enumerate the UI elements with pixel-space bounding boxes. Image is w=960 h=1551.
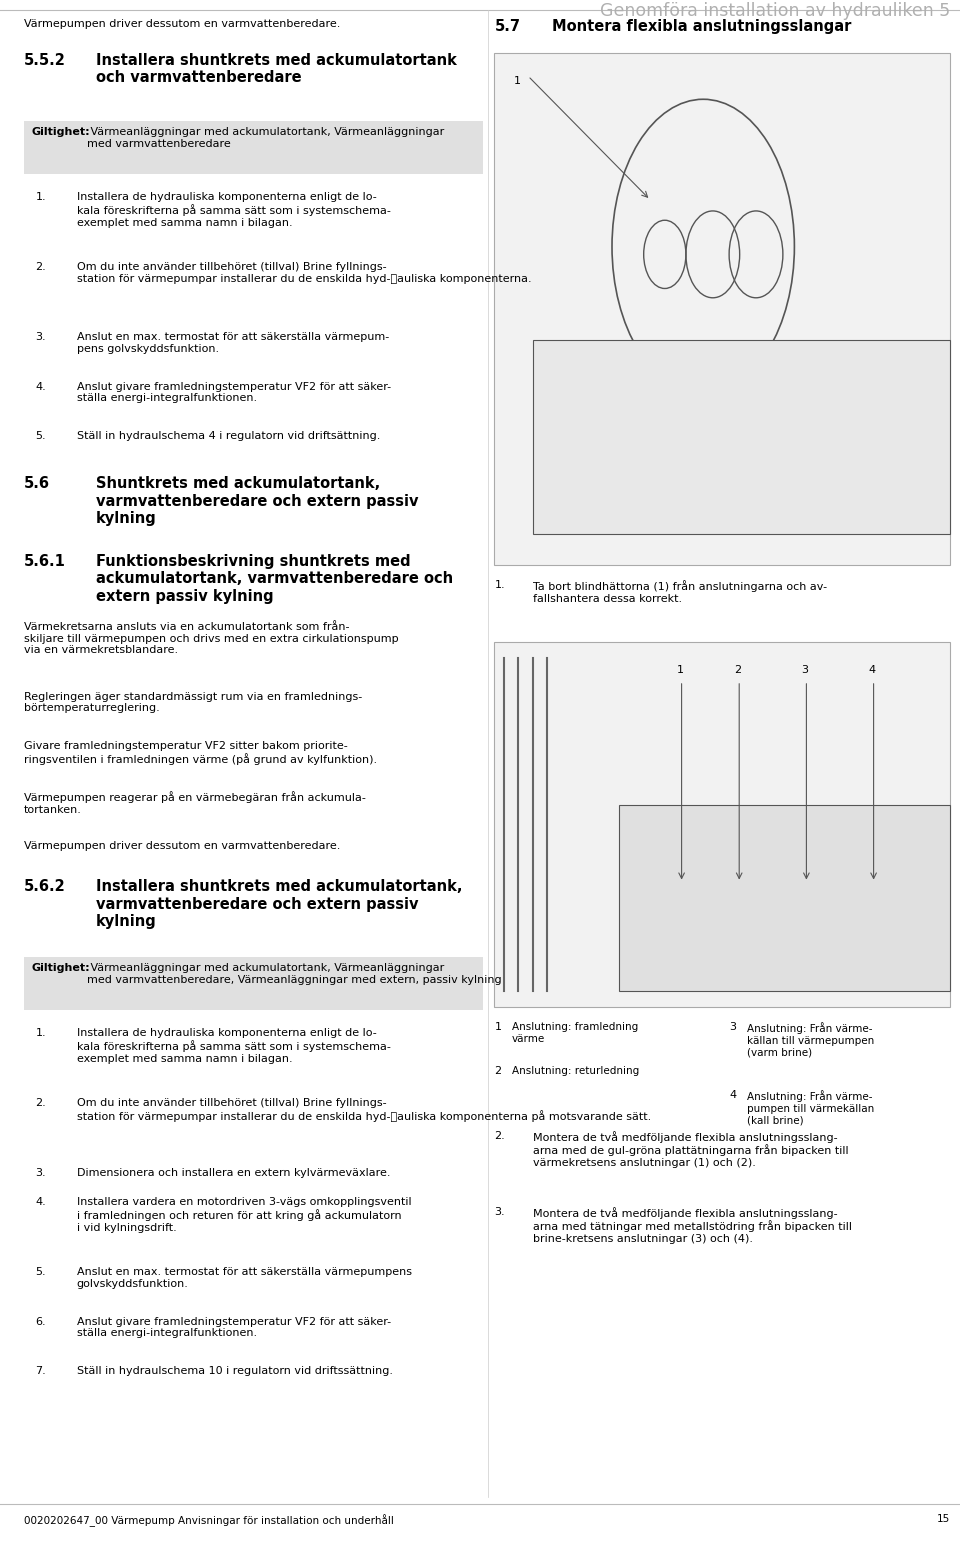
Text: Funktionsbeskrivning shuntkrets med
ackumulatortank, varmvattenberedare och
exte: Funktionsbeskrivning shuntkrets med acku…	[96, 554, 453, 603]
Bar	[533, 340, 950, 534]
Text: Anslutning: Från värme-
källan till värmepumpen
(varm brine): Anslutning: Från värme- källan till värm…	[747, 1022, 875, 1058]
Text: 6.: 6.	[36, 1317, 46, 1326]
Text: Dimensionera och installera en extern kylvärmeväxlare.: Dimensionera och installera en extern ky…	[77, 1168, 391, 1177]
Text: 5.7: 5.7	[494, 19, 520, 34]
Text: Värmeanläggningar med ackumulatortank, Värmeanläggningar
med varmvattenberedare,: Värmeanläggningar med ackumulatortank, V…	[87, 963, 502, 985]
Text: Värmeanläggningar med ackumulatortank, Värmeanläggningar
med varmvattenberedare: Värmeanläggningar med ackumulatortank, V…	[87, 127, 444, 149]
Bar	[24, 957, 483, 1010]
Text: 7.: 7.	[36, 1366, 46, 1376]
Bar	[494, 642, 950, 1007]
Text: Giltighet:: Giltighet:	[32, 963, 90, 972]
Bar	[494, 53, 950, 565]
Text: 3: 3	[730, 1022, 736, 1031]
Text: 1: 1	[514, 76, 520, 85]
Text: Genomföra installation av hydrauliken 5: Genomföra installation av hydrauliken 5	[600, 2, 950, 20]
Text: 1.: 1.	[36, 1028, 46, 1038]
Text: 1.: 1.	[494, 580, 505, 589]
Text: Givare framledningstemperatur VF2 sitter bakom priorite-
ringsventilen i framled: Givare framledningstemperatur VF2 sitter…	[24, 741, 377, 765]
Text: Ta bort blindhättorna (1) från anslutningarna och av-
fallshantera dessa korrekt: Ta bort blindhättorna (1) från anslutnin…	[533, 580, 827, 603]
Text: 0020202647_00 Värmepump Anvisningar för installation och underhåll: 0020202647_00 Värmepump Anvisningar för …	[24, 1514, 394, 1526]
Text: Anslutning: returledning: Anslutning: returledning	[512, 1066, 639, 1075]
Text: Montera flexibla anslutningsslangar: Montera flexibla anslutningsslangar	[552, 19, 852, 34]
Text: 5.: 5.	[36, 431, 46, 440]
Bar	[24, 121, 483, 174]
Text: Anslutning: framledning
värme: Anslutning: framledning värme	[512, 1022, 638, 1044]
Text: 4.: 4.	[36, 1197, 46, 1207]
Text: 5.5.2: 5.5.2	[24, 53, 66, 68]
Text: 15: 15	[937, 1514, 950, 1523]
Text: Anslut givare framledningstemperatur VF2 för att säker-
ställa energi-integralfu: Anslut givare framledningstemperatur VF2…	[77, 382, 391, 403]
Text: 2: 2	[494, 1066, 501, 1075]
Text: Installera vardera en motordriven 3-vägs omkopplingsventil
i framledningen och r: Installera vardera en motordriven 3-vägs…	[77, 1197, 412, 1233]
Text: 3.: 3.	[36, 332, 46, 341]
Text: 1.: 1.	[36, 192, 46, 202]
Text: Installera de hydrauliska komponenterna enligt de lo-
kala föreskrifterna på sam: Installera de hydrauliska komponenterna …	[77, 1028, 391, 1064]
Text: Shuntkrets med ackumulatortank,
varmvattenberedare och extern passiv
kylning: Shuntkrets med ackumulatortank, varmvatt…	[96, 476, 419, 526]
Text: 1: 1	[677, 665, 684, 675]
Text: 1: 1	[494, 1022, 501, 1031]
Text: 2.: 2.	[494, 1131, 505, 1140]
Text: Installera shuntkrets med ackumulatortank
och varmvattenberedare: Installera shuntkrets med ackumulatortan…	[96, 53, 457, 85]
Text: Värmepumpen driver dessutom en varmvattenberedare.: Värmepumpen driver dessutom en varmvatte…	[24, 19, 341, 28]
Text: 4.: 4.	[36, 382, 46, 391]
Text: Anslut givare framledningstemperatur VF2 för att säker-
ställa energi-integralfu: Anslut givare framledningstemperatur VF2…	[77, 1317, 391, 1339]
Text: Montera de två medföljande flexibla anslutningsslang-
arna med tätningar med met: Montera de två medföljande flexibla ansl…	[533, 1207, 852, 1244]
Text: Installera de hydrauliska komponenterna enligt de lo-
kala föreskrifterna på sam: Installera de hydrauliska komponenterna …	[77, 192, 391, 228]
Text: Regleringen äger standardmässigt rum via en framlednings-
börtemperaturreglering: Regleringen äger standardmässigt rum via…	[24, 692, 362, 713]
Text: Montera de två medföljande flexibla anslutningsslang-
arna med de gul-gröna plat: Montera de två medföljande flexibla ansl…	[533, 1131, 849, 1168]
Text: 4: 4	[730, 1090, 736, 1100]
Text: 5.: 5.	[36, 1267, 46, 1276]
Text: Anslut en max. termostat för att säkerställa värmepum-
pens golvskyddsfunktion.: Anslut en max. termostat för att säkerst…	[77, 332, 389, 354]
Text: Installera shuntkrets med ackumulatortank,
varmvattenberedare och extern passiv
: Installera shuntkrets med ackumulatortan…	[96, 879, 463, 929]
Text: Värmepumpen driver dessutom en varmvattenberedare.: Värmepumpen driver dessutom en varmvatte…	[24, 841, 341, 850]
Text: 5.6.1: 5.6.1	[24, 554, 66, 569]
Text: 3.: 3.	[494, 1207, 505, 1216]
Text: Giltighet:: Giltighet:	[32, 127, 90, 136]
Text: 2.: 2.	[36, 1098, 46, 1107]
Text: Värmekretsarna ansluts via en ackumulatortank som från-
skiljare till värmepumpe: Värmekretsarna ansluts via en ackumulato…	[24, 622, 398, 655]
Text: Anslutning: Från värme-
pumpen till värmekällan
(kall brine): Anslutning: Från värme- pumpen till värm…	[747, 1090, 875, 1126]
Bar	[619, 805, 950, 991]
Text: Värmepumpen reagerar på en värmebegäran från ackumula-
tortanken.: Värmepumpen reagerar på en värmebegäran …	[24, 791, 366, 814]
Text: 3.: 3.	[36, 1168, 46, 1177]
Text: 3: 3	[802, 665, 808, 675]
Text: Om du inte använder tillbehöret (tillval) Brine fyllnings-
station för värmepump: Om du inte använder tillbehöret (tillval…	[77, 1098, 651, 1121]
Text: 2: 2	[734, 665, 741, 675]
Text: Anslut en max. termostat för att säkerställa värmepumpens
golvskyddsfunktion.: Anslut en max. termostat för att säkerst…	[77, 1267, 412, 1289]
Text: Ställ in hydraulschema 10 i regulatorn vid driftssättning.: Ställ in hydraulschema 10 i regulatorn v…	[77, 1366, 393, 1376]
Text: 2.: 2.	[36, 262, 46, 271]
Text: Om du inte använder tillbehöret (tillval) Brine fyllnings-
station för värmepump: Om du inte använder tillbehöret (tillval…	[77, 262, 532, 284]
Text: 4: 4	[869, 665, 876, 675]
Text: 5.6: 5.6	[24, 476, 50, 492]
Text: Ställ in hydraulschema 4 i regulatorn vid driftsättning.: Ställ in hydraulschema 4 i regulatorn vi…	[77, 431, 380, 440]
Text: 5.6.2: 5.6.2	[24, 879, 65, 895]
